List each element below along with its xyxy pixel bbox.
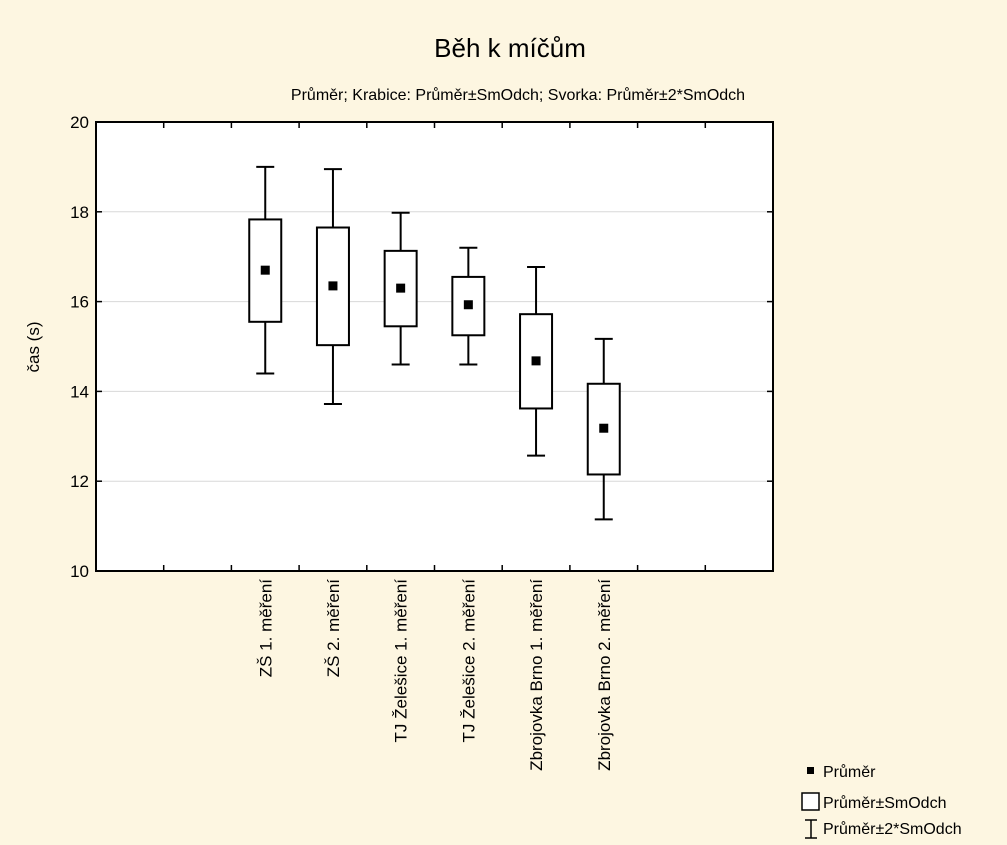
mean-marker xyxy=(396,283,406,293)
legend-whisker-marker xyxy=(805,819,817,839)
x-axis-ticks xyxy=(162,122,707,571)
y-tick-label: 20 xyxy=(70,113,89,132)
legend-whisker-label: Průměr±2*SmOdch xyxy=(823,820,962,838)
box-group xyxy=(248,165,283,375)
mean-marker xyxy=(599,423,609,433)
x-tick-label: Zbrojovka Brno 1. měření xyxy=(527,579,546,771)
mean-marker xyxy=(463,300,473,310)
series-marks xyxy=(248,165,621,521)
mean-marker xyxy=(531,356,541,366)
legend-box-marker xyxy=(801,792,820,811)
box-group xyxy=(519,266,554,457)
legend-box-label: Průměr±SmOdch xyxy=(823,794,946,812)
y-axis-title: čas (s) xyxy=(24,322,43,373)
box-group xyxy=(383,211,418,366)
mean-marker xyxy=(328,281,338,291)
x-tick-label: Zbrojovka Brno 2. měření xyxy=(595,579,614,771)
y-tick-label: 12 xyxy=(70,472,89,491)
legend: Průměr Průměr±SmOdch Průměr±2*SmOdch xyxy=(801,763,962,839)
plot-area xyxy=(95,121,774,572)
x-tick-label: TJ Želešice 2. měření xyxy=(459,579,478,743)
grid-lines xyxy=(96,211,773,482)
legend-mean-label: Průměr xyxy=(823,763,876,781)
y-tick-label: 16 xyxy=(70,293,89,312)
legend-mean-marker xyxy=(807,767,814,774)
chart-title: Běh k míčům xyxy=(434,33,586,63)
y-tick-label: 18 xyxy=(70,203,89,222)
y-tick-label: 10 xyxy=(70,562,89,581)
x-tick-label: ZŠ 2. měření xyxy=(324,579,343,678)
x-axis-labels: ZŠ 1. měření ZŠ 2. měření TJ Želešice 1. m… xyxy=(256,579,614,771)
x-tick-label: ZŠ 1. měření xyxy=(256,579,275,678)
box-group xyxy=(451,246,486,366)
x-tick-label: TJ Želešice 1. měření xyxy=(392,579,411,743)
y-axis: 10 12 14 16 18 20 xyxy=(70,113,773,581)
chart-subtitle: Průměr; Krabice: Průměr±SmOdch; Svorka: … xyxy=(291,86,745,104)
mean-marker xyxy=(260,265,270,275)
box-group xyxy=(315,168,350,405)
box-group xyxy=(586,337,621,521)
y-tick-label: 14 xyxy=(70,382,89,401)
